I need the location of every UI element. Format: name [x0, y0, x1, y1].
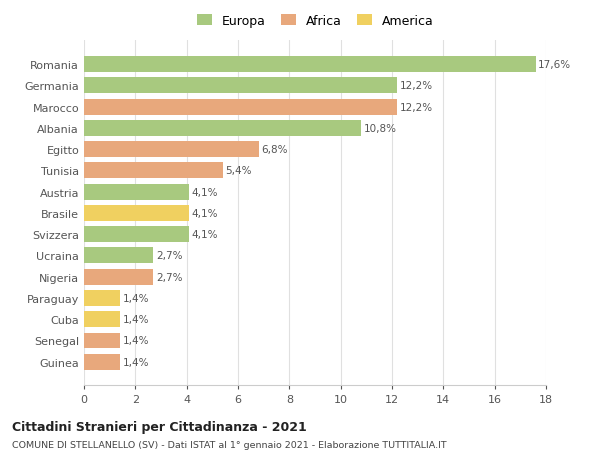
Text: 12,2%: 12,2% [400, 102, 433, 112]
Bar [84, 57, 536, 73]
Bar [84, 163, 223, 179]
Text: Cittadini Stranieri per Cittadinanza - 2021: Cittadini Stranieri per Cittadinanza - 2… [12, 420, 307, 433]
Legend: Europa, Africa, America: Europa, Africa, America [193, 11, 437, 32]
Text: 5,4%: 5,4% [225, 166, 251, 176]
Text: 4,1%: 4,1% [192, 187, 218, 197]
Bar [84, 142, 259, 158]
Bar [84, 184, 189, 200]
Text: 4,1%: 4,1% [192, 208, 218, 218]
Text: 17,6%: 17,6% [538, 60, 571, 70]
Text: 10,8%: 10,8% [364, 123, 397, 134]
Text: 4,1%: 4,1% [192, 230, 218, 240]
Text: 6,8%: 6,8% [261, 145, 287, 155]
Text: 2,7%: 2,7% [156, 251, 182, 261]
Bar [84, 248, 154, 264]
Bar [84, 269, 154, 285]
Text: 12,2%: 12,2% [400, 81, 433, 91]
Bar [84, 206, 189, 221]
Text: 1,4%: 1,4% [122, 357, 149, 367]
Bar [84, 100, 397, 115]
Bar [84, 291, 120, 306]
Text: 2,7%: 2,7% [156, 272, 182, 282]
Text: COMUNE DI STELLANELLO (SV) - Dati ISTAT al 1° gennaio 2021 - Elaborazione TUTTIT: COMUNE DI STELLANELLO (SV) - Dati ISTAT … [12, 440, 446, 449]
Bar [84, 312, 120, 327]
Text: 1,4%: 1,4% [122, 314, 149, 325]
Text: 1,4%: 1,4% [122, 336, 149, 346]
Bar [84, 78, 397, 94]
Bar [84, 333, 120, 349]
Bar [84, 354, 120, 370]
Bar [84, 227, 189, 243]
Text: 1,4%: 1,4% [122, 293, 149, 303]
Bar [84, 121, 361, 136]
